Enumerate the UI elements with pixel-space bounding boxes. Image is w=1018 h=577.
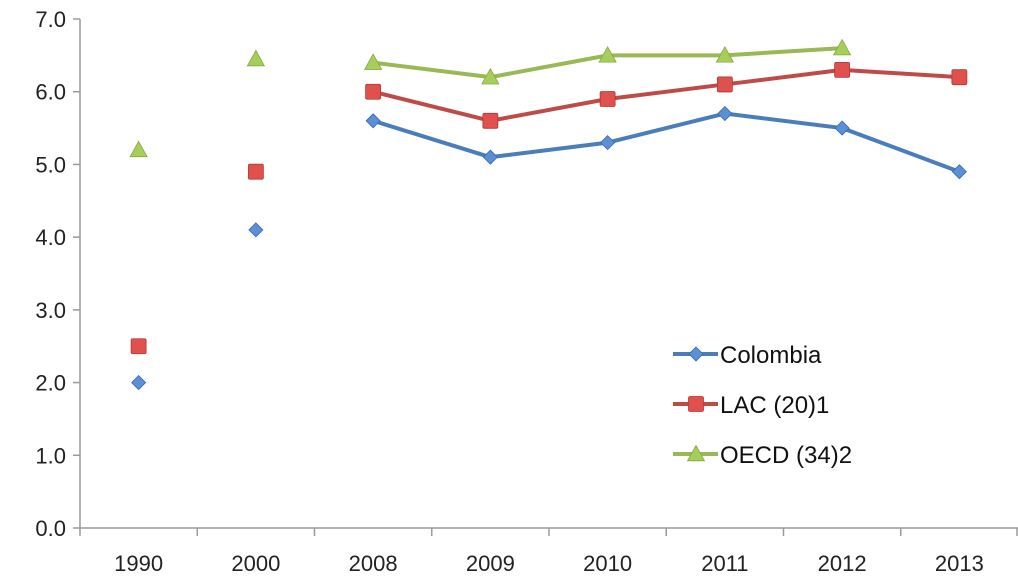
data-point-lac-20-1 bbox=[599, 91, 616, 107]
x-tick-label: 2008 bbox=[349, 551, 398, 576]
data-point-oecd-34-2 bbox=[481, 67, 500, 85]
legend-label: Colombia bbox=[720, 342, 822, 369]
data-point-lac-20-1 bbox=[130, 338, 147, 355]
data-point-colombia bbox=[482, 149, 498, 165]
legend-marker bbox=[686, 444, 706, 462]
data-point-colombia bbox=[717, 105, 733, 122]
data-point-lac-20-1 bbox=[716, 76, 733, 93]
y-tick-label: 0.0 bbox=[35, 516, 66, 541]
data-point-colombia bbox=[365, 113, 381, 129]
y-axis: 0.0 1.0 2.0 3.0 4.0 5.0 6.0 7.0 bbox=[35, 7, 81, 541]
legend-label: OECD (34)2 bbox=[720, 442, 852, 469]
y-tick-label: 7.0 bbox=[35, 7, 66, 32]
y-tick-label: 5.0 bbox=[35, 152, 66, 177]
legend-marker bbox=[688, 346, 704, 362]
y-tick-label: 3.0 bbox=[35, 298, 66, 323]
data-point-lac-20-1 bbox=[247, 163, 264, 180]
x-tick-label: 2000 bbox=[231, 551, 280, 576]
legend-marker bbox=[688, 396, 704, 412]
data-point-colombia bbox=[248, 222, 264, 238]
data-point-oecd-34-2 bbox=[246, 49, 266, 67]
data-point-colombia bbox=[600, 135, 616, 151]
series-line-colombia bbox=[371, 111, 962, 174]
x-tick-label: 2010 bbox=[583, 551, 632, 576]
x-tick-label: 2012 bbox=[818, 551, 867, 576]
data-point-lac-20-1 bbox=[365, 83, 382, 100]
x-tick-label: 1990 bbox=[114, 551, 163, 576]
y-tick-label: 2.0 bbox=[35, 371, 66, 396]
data-point-colombia bbox=[131, 375, 147, 391]
series-markers bbox=[129, 38, 968, 391]
x-axis: 1990 2000 2008 2009 2010 2011 2012 2013 bbox=[79, 527, 1018, 576]
series-line-lac-20-1 bbox=[371, 67, 962, 123]
y-tick-label: 6.0 bbox=[35, 80, 66, 105]
x-tick-label: 2011 bbox=[701, 551, 748, 576]
data-point-oecd-34-2 bbox=[832, 38, 852, 56]
data-point-colombia bbox=[951, 164, 967, 180]
data-point-lac-20-1 bbox=[834, 62, 851, 78]
data-point-oecd-34-2 bbox=[129, 140, 148, 158]
data-point-oecd-34-2 bbox=[715, 46, 735, 63]
data-point-oecd-34-2 bbox=[363, 53, 383, 70]
x-tick-label: 2009 bbox=[466, 551, 515, 576]
data-point-oecd-34-2 bbox=[598, 46, 617, 63]
series-lines bbox=[371, 46, 962, 174]
y-tick-label: 4.0 bbox=[35, 225, 66, 250]
x-tick-label: 2013 bbox=[935, 551, 984, 576]
y-tick-label: 1.0 bbox=[35, 443, 66, 468]
legend: Colombia LAC (20)1 OECD (34)2 bbox=[673, 342, 852, 469]
data-point-colombia bbox=[834, 120, 850, 136]
data-point-lac-20-1 bbox=[951, 69, 968, 86]
data-point-lac-20-1 bbox=[482, 112, 499, 129]
legend-label: LAC (20)1 bbox=[720, 392, 829, 419]
